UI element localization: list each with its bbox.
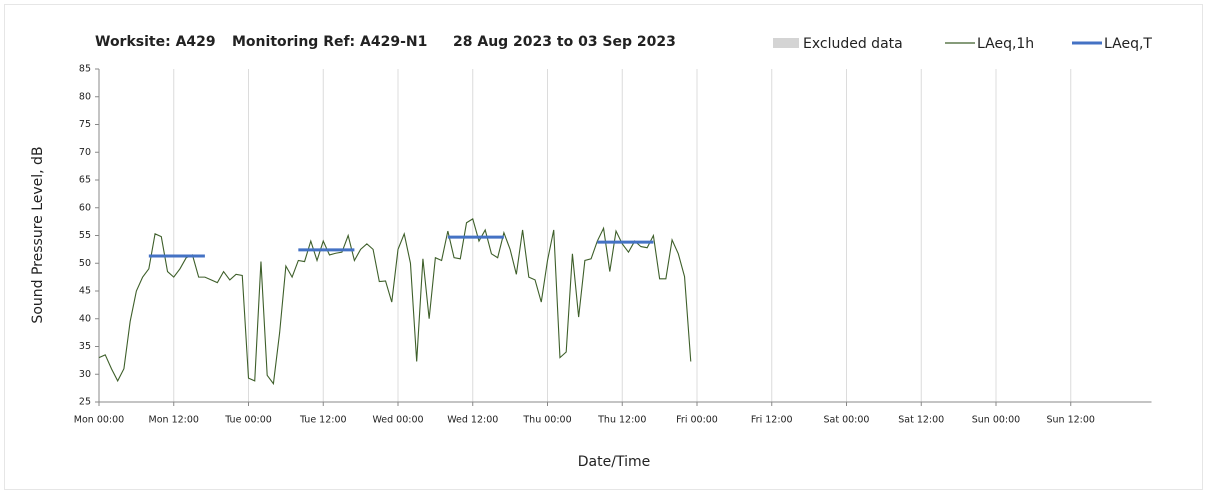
x-tick-label: Wed 12:00 bbox=[447, 415, 498, 426]
y-tick-label: 35 bbox=[79, 341, 91, 352]
x-tick-label: Fri 12:00 bbox=[751, 415, 793, 426]
x-tick-label: Sun 00:00 bbox=[972, 415, 1020, 426]
y-tick-label: 50 bbox=[79, 258, 91, 269]
data-line bbox=[98, 217, 692, 386]
y-tick-label: 60 bbox=[79, 202, 91, 213]
y-tick-label: 75 bbox=[79, 119, 91, 130]
y-tick-label: 85 bbox=[79, 64, 91, 75]
y-tick-label: 70 bbox=[79, 147, 91, 158]
y-axis-label: Sound Pressure Level, dB bbox=[30, 146, 46, 323]
chart-title: Worksite: A429 bbox=[95, 34, 216, 50]
chart-title: 28 Aug 2023 to 03 Sep 2023 bbox=[453, 34, 676, 50]
x-tick-label: Sat 00:00 bbox=[824, 415, 870, 426]
x-tick-label: Thu 00:00 bbox=[522, 415, 571, 426]
x-tick-label: Tue 12:00 bbox=[299, 415, 347, 426]
legend-label: Excluded data bbox=[803, 36, 903, 52]
legend-label: LAeq,1h bbox=[977, 36, 1034, 52]
y-tick-label: 65 bbox=[79, 175, 91, 186]
x-tick-label: Mon 00:00 bbox=[74, 415, 124, 426]
y-tick-label: 45 bbox=[79, 286, 91, 297]
x-tick-label: Fri 00:00 bbox=[676, 415, 718, 426]
legend-label: LAeq,T bbox=[1104, 36, 1152, 52]
x-tick-label: Sat 12:00 bbox=[898, 415, 944, 426]
legend-swatch bbox=[773, 38, 799, 48]
x-tick-label: Thu 12:00 bbox=[597, 415, 646, 426]
y-tick-label: 30 bbox=[79, 369, 91, 380]
x-axis-label: Date/Time bbox=[578, 454, 650, 470]
x-tick-label: Mon 12:00 bbox=[149, 415, 199, 426]
frame bbox=[4, 4, 1203, 490]
x-tick-label: Tue 00:00 bbox=[224, 415, 272, 426]
x-tick-label: Sun 12:00 bbox=[1047, 415, 1095, 426]
y-tick-label: 25 bbox=[79, 397, 91, 408]
y-tick-label: 80 bbox=[79, 91, 91, 102]
x-tick-label: Wed 00:00 bbox=[372, 415, 423, 426]
y-tick-label: 40 bbox=[79, 313, 91, 324]
chart-title: Monitoring Ref: A429-N1 bbox=[232, 34, 427, 50]
y-tick-label: 55 bbox=[79, 230, 91, 241]
